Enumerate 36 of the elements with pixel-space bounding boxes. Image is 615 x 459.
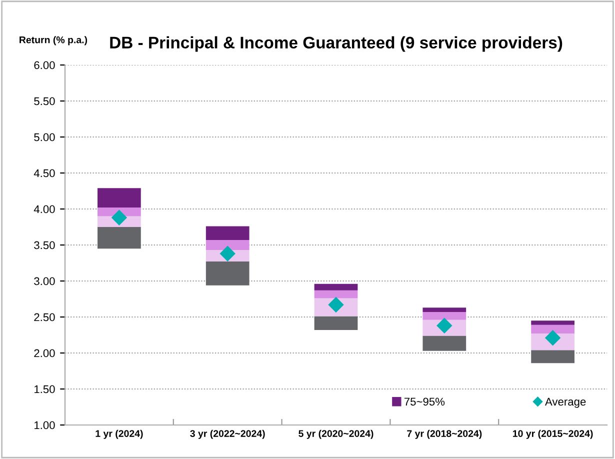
y-tick-label: 6.00 [34, 61, 55, 70]
y-tick-label: 1.50 [34, 385, 55, 394]
y-tick-label: 3.50 [34, 241, 55, 250]
x-tick-label: 5 yr (2020~2024) [298, 430, 374, 439]
y-tick-label: 2.00 [34, 349, 55, 358]
x-tick-label: 1 yr (2024) [96, 430, 143, 439]
bar [206, 262, 250, 286]
x-tick-label: 7 yr (2018~2024) [407, 430, 482, 439]
y-tick-label: 4.00 [34, 205, 55, 214]
bar [206, 240, 250, 250]
bar [314, 316, 358, 330]
bar [206, 226, 250, 240]
bar [531, 324, 574, 334]
legend-label: Average [544, 398, 586, 408]
point [220, 246, 236, 262]
y-tick-label: 1.00 [34, 421, 55, 430]
y-tick-label: 4.50 [34, 169, 55, 178]
legend-label: 75~95% [404, 398, 445, 406]
bar [422, 312, 466, 320]
point [112, 210, 127, 226]
bar [422, 336, 466, 351]
bar [314, 290, 358, 298]
y-tick-label: 3.00 [34, 277, 55, 286]
chart-title: DB - Principal & Income Guaranteed (9 service providers) [110, 36, 562, 52]
x-tick-label: 3 yr (2022~2024) [190, 430, 265, 439]
x-tick-label: 10 yr (2015~2024) [513, 430, 593, 439]
bar [314, 284, 358, 290]
bar [531, 320, 574, 325]
y-tick-label: 5.50 [34, 97, 55, 106]
bar [422, 308, 466, 312]
bar [98, 188, 141, 208]
y-axis-title: Return (% p.a.) [20, 36, 88, 46]
bar [531, 350, 574, 364]
y-tick-label: 5.00 [34, 133, 55, 142]
bar [98, 227, 141, 249]
y-tick-label: 2.50 [34, 313, 55, 322]
